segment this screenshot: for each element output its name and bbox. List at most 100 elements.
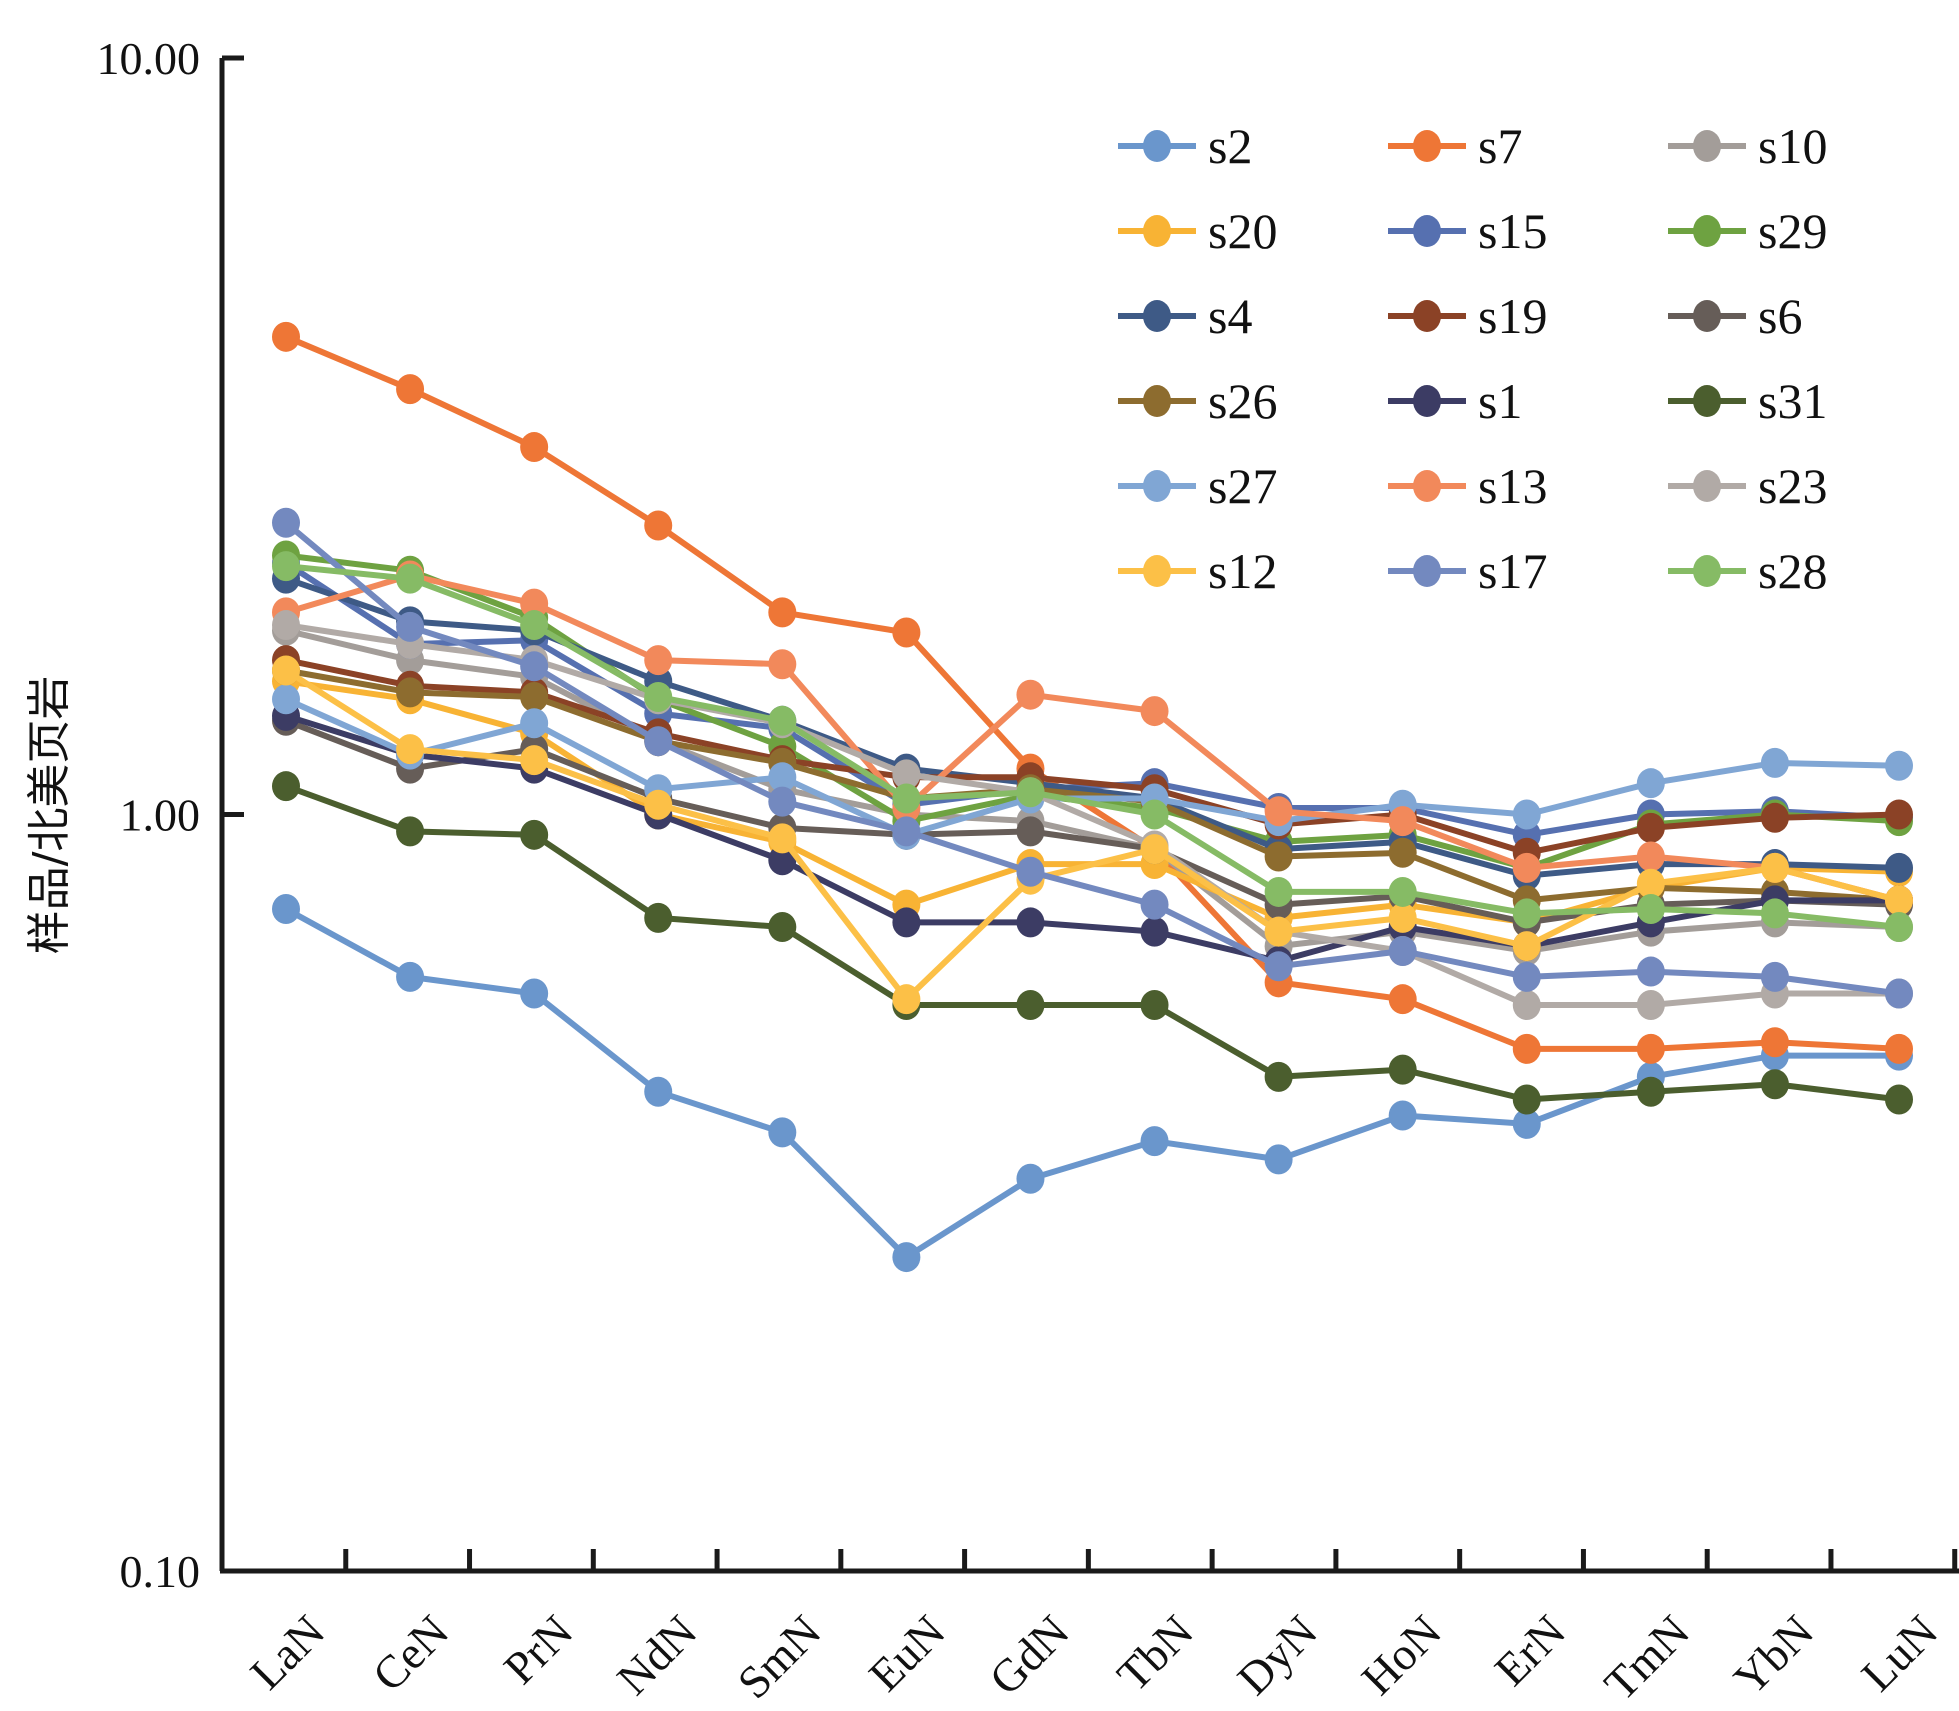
legend-label: s26 bbox=[1208, 373, 1277, 429]
y-tick-label: 1.00 bbox=[120, 790, 201, 841]
y-ticks: 10.00 1.00 0.10 bbox=[97, 33, 244, 1597]
legend-marker bbox=[1693, 130, 1721, 162]
legend-item-s7: s7 bbox=[1388, 118, 1522, 174]
data-point bbox=[1388, 902, 1417, 933]
legend-marker bbox=[1413, 555, 1441, 587]
data-point bbox=[272, 894, 300, 925]
data-point bbox=[520, 708, 549, 739]
data-point bbox=[1636, 812, 1665, 843]
series-line bbox=[285, 572, 1900, 904]
x-tick-label: EuN bbox=[859, 1605, 955, 1701]
series-line bbox=[285, 667, 1900, 904]
series-line bbox=[285, 657, 1900, 856]
legend-item-s17: s17 bbox=[1388, 543, 1547, 599]
legend-item-s26: s26 bbox=[1118, 373, 1277, 429]
data-point bbox=[768, 597, 797, 628]
data-point bbox=[1885, 912, 1913, 943]
legend-item-s2: s2 bbox=[1118, 118, 1252, 174]
data-point bbox=[892, 617, 921, 648]
series-line bbox=[285, 563, 1900, 930]
data-point bbox=[1760, 802, 1789, 833]
data-point bbox=[1636, 768, 1665, 799]
legend-marker bbox=[1143, 215, 1171, 247]
legend-item-s12: s12 bbox=[1118, 543, 1277, 599]
data-point bbox=[1760, 1069, 1789, 1100]
data-point bbox=[1512, 1108, 1541, 1139]
data-point bbox=[1636, 956, 1665, 987]
x-tick-label: PrN bbox=[494, 1605, 582, 1693]
data-point bbox=[1140, 1126, 1169, 1157]
series-line bbox=[284, 696, 1900, 838]
data-point bbox=[1885, 978, 1913, 1009]
data-point bbox=[396, 563, 425, 594]
data-point bbox=[1388, 876, 1417, 907]
legend-item-s29: s29 bbox=[1668, 203, 1827, 259]
data-point bbox=[1512, 989, 1541, 1020]
data-point bbox=[768, 912, 797, 943]
data-point bbox=[272, 684, 300, 715]
data-point bbox=[396, 961, 425, 992]
data-point bbox=[1264, 1144, 1293, 1175]
data-point bbox=[644, 645, 673, 676]
data-point bbox=[1636, 868, 1665, 899]
data-point bbox=[1140, 799, 1169, 830]
data-point bbox=[1512, 931, 1541, 962]
legend-item-s28: s28 bbox=[1668, 543, 1827, 599]
legend-label: s19 bbox=[1478, 288, 1547, 344]
legend-label: s1 bbox=[1478, 373, 1522, 429]
data-point bbox=[1140, 916, 1169, 947]
data-point bbox=[272, 655, 300, 686]
legend-label: s6 bbox=[1758, 288, 1802, 344]
legend-label: s23 bbox=[1758, 458, 1827, 514]
data-point bbox=[892, 1242, 921, 1273]
data-point bbox=[520, 745, 549, 776]
x-tick-label: YbN bbox=[1724, 1605, 1823, 1704]
data-point bbox=[1512, 961, 1541, 992]
data-point bbox=[1264, 916, 1293, 947]
data-point bbox=[396, 611, 425, 642]
data-point bbox=[1885, 799, 1913, 830]
data-point bbox=[1636, 894, 1665, 925]
legend-marker bbox=[1413, 300, 1441, 332]
data-point bbox=[1760, 747, 1789, 778]
legend-item-s20: s20 bbox=[1118, 203, 1277, 259]
x-tick-label: ErN bbox=[1485, 1605, 1575, 1695]
data-point bbox=[396, 374, 425, 405]
data-point bbox=[1512, 1084, 1541, 1115]
data-point bbox=[1016, 1163, 1045, 1194]
legend-item-s10: s10 bbox=[1668, 118, 1827, 174]
x-tick-label: TmN bbox=[1594, 1605, 1699, 1710]
data-point bbox=[1016, 856, 1045, 887]
x-tick-label: SmN bbox=[728, 1605, 831, 1708]
data-point bbox=[768, 705, 797, 736]
legend-item-s15: s15 bbox=[1388, 203, 1547, 259]
series-line bbox=[284, 783, 1900, 1103]
series-s28 bbox=[272, 551, 1913, 943]
data-point bbox=[272, 771, 300, 802]
series-line bbox=[284, 667, 1900, 1003]
series-group bbox=[272, 321, 1913, 1273]
data-point bbox=[1388, 936, 1417, 967]
data-point bbox=[1016, 816, 1045, 847]
series-line bbox=[285, 627, 1900, 954]
data-point bbox=[644, 902, 673, 933]
data-point bbox=[1885, 1033, 1913, 1064]
legend-marker bbox=[1143, 385, 1171, 417]
legend-marker bbox=[1693, 555, 1721, 587]
legend-label: s17 bbox=[1478, 543, 1547, 599]
data-point bbox=[1140, 696, 1169, 727]
data-point bbox=[1388, 1100, 1417, 1131]
data-point bbox=[1016, 679, 1045, 710]
data-point bbox=[1140, 889, 1169, 920]
data-point bbox=[644, 1076, 673, 1107]
x-tick-label: CeN bbox=[363, 1605, 459, 1701]
x-tick-label: TbN bbox=[1107, 1605, 1203, 1701]
legend-marker bbox=[1693, 385, 1721, 417]
data-point bbox=[1512, 799, 1541, 830]
data-point bbox=[892, 783, 921, 814]
legend-label: s10 bbox=[1758, 118, 1827, 174]
legend-item-s19: s19 bbox=[1388, 288, 1547, 344]
series-s17 bbox=[272, 507, 1913, 1009]
legend-marker bbox=[1143, 130, 1171, 162]
